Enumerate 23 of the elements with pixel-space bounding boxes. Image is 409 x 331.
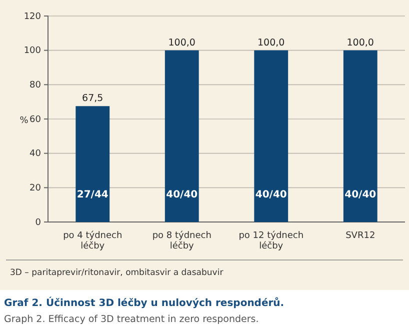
data-label: 100,0 [168, 37, 196, 48]
text: 3D – paritaprevir/ritonavir, ombitasvir a dasabuvir [10, 268, 224, 278]
annotation: 27/44 [76, 189, 108, 200]
data-label: 100,0 [346, 37, 374, 48]
data-label: 100,0 [258, 37, 285, 48]
x-tick-label: po 4 týdnech léčby [63, 230, 122, 252]
annotation: 40/40 [255, 189, 287, 200]
text: Graf 2. Účinnost 3D léčby u nulových respondérů. [4, 296, 284, 309]
x-tick-label: po 8 týdnech léčby [152, 230, 212, 252]
y-tick-label: 0 [35, 218, 42, 228]
y-tick-label: 20 [30, 184, 42, 194]
text: Graph 2. Efficacy of 3D treatment in zero responders. [4, 314, 259, 325]
data-label: 67,5 [82, 93, 104, 104]
y-axis-title: % [20, 116, 29, 126]
y-tick-label: 60 [30, 114, 42, 125]
y-tick-label: 120 [24, 12, 42, 22]
x-tick-label: SVR12 [346, 231, 376, 242]
y-tick-label: 80 [30, 80, 42, 91]
x-tick-label: po 12 týdnech léčby [238, 230, 304, 252]
y-tick-label: 40 [30, 149, 42, 160]
y-tick-label: 100 [24, 46, 42, 56]
annotation: 40/40 [344, 189, 376, 200]
annotation: 40/40 [166, 189, 198, 200]
